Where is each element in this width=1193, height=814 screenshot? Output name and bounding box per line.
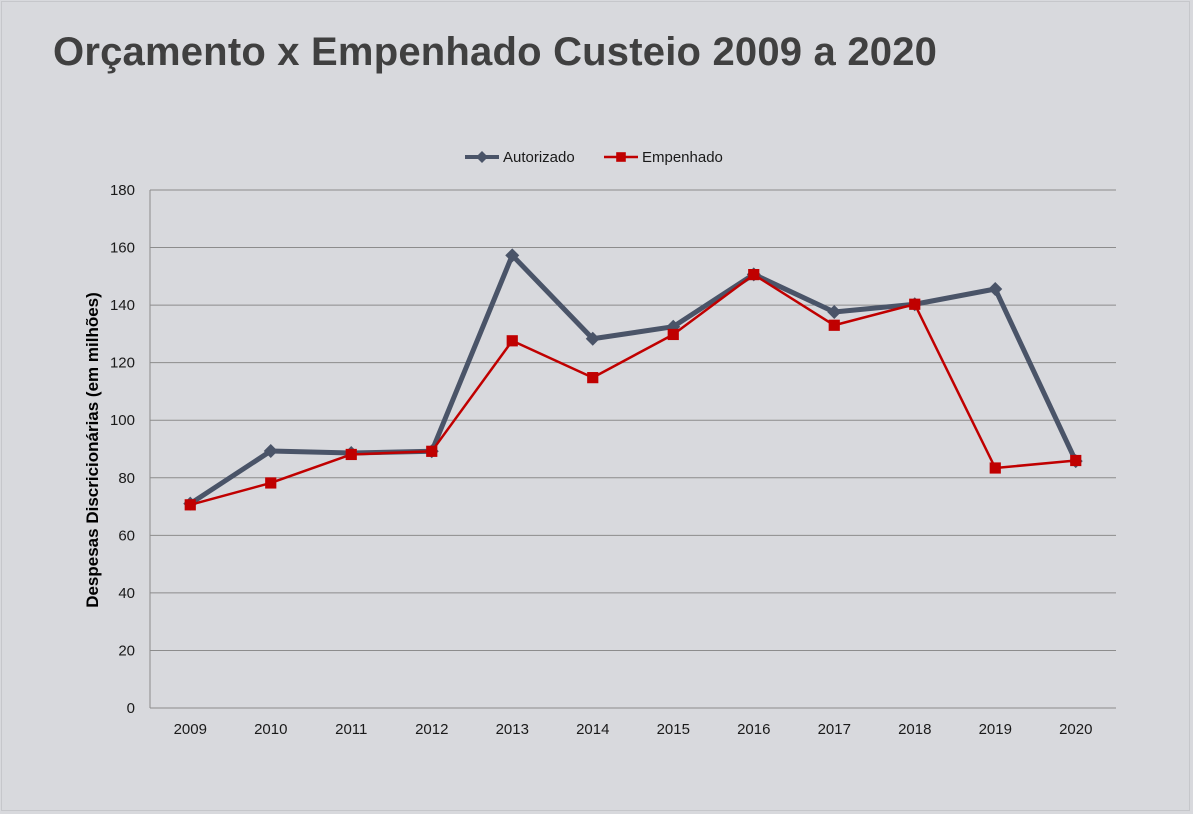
- y-tick-label: 0: [127, 700, 135, 717]
- legend: Autorizado Empenhado: [465, 149, 723, 166]
- data-point: [667, 328, 679, 341]
- y-tick-label: 140: [110, 297, 135, 314]
- y-tick-label: 60: [118, 527, 135, 544]
- y-tick-label: 120: [110, 355, 135, 372]
- data-point: [748, 269, 760, 281]
- legend-item: Empenhado: [604, 149, 723, 166]
- y-tick-label: 80: [118, 470, 135, 487]
- data-point: [988, 281, 1003, 296]
- x-tick-label: 2016: [737, 721, 770, 738]
- y-tick-label: 40: [118, 585, 135, 602]
- legend-label: Autorizado: [503, 149, 575, 166]
- series-line: [188, 252, 1079, 506]
- y-axis-label: Despesas Discricionárias (em milhões): [83, 292, 102, 608]
- y-tick-label: 20: [118, 642, 135, 659]
- data-point: [585, 331, 600, 346]
- series-autorizado: [183, 248, 1083, 511]
- gridlines: [150, 189, 1116, 651]
- legend-item: Autorizado: [465, 149, 575, 166]
- x-tick-label: 2012: [415, 721, 448, 738]
- data-point: [263, 444, 278, 459]
- legend-swatch-marker: [476, 151, 488, 163]
- x-tick-label: 2013: [496, 721, 529, 738]
- x-tick-label: 2009: [174, 721, 207, 738]
- data-point: [426, 445, 438, 457]
- x-tick-label: 2019: [979, 721, 1012, 738]
- x-tick-label: 2014: [576, 721, 609, 738]
- data-point: [828, 319, 840, 331]
- data-point: [506, 335, 518, 347]
- x-tick-label: 2010: [254, 721, 287, 738]
- page-title: Orçamento x Empenhado Custeio 2009 a 202…: [53, 30, 938, 74]
- y-tick-label: 160: [110, 240, 135, 257]
- x-tick-label: 2015: [657, 721, 690, 738]
- data-point: [909, 298, 921, 310]
- series-empenhado: [184, 269, 1082, 511]
- data-point: [184, 499, 196, 511]
- x-tick-label: 2011: [335, 721, 367, 738]
- data-point: [1070, 454, 1082, 467]
- y-tick-label: 180: [110, 182, 135, 199]
- x-tick-label: 2020: [1059, 721, 1092, 738]
- data-point: [265, 477, 277, 489]
- legend-label: Empenhado: [642, 149, 723, 166]
- data-point: [587, 372, 599, 384]
- y-tick-label: 100: [110, 412, 135, 429]
- x-tick-label: 2018: [898, 721, 931, 738]
- y-axis: 0 20 40 60 80 100 120 140 160 180: [110, 182, 135, 717]
- data-point: [345, 448, 357, 461]
- series-line: [189, 273, 1076, 507]
- data-point: [989, 462, 1001, 474]
- data-point: [827, 305, 842, 320]
- legend-swatch-marker: [616, 152, 626, 162]
- data-point: [505, 248, 520, 263]
- x-tick-label: 2017: [818, 721, 851, 738]
- x-axis: 2009 2010 2011 2012 2013 2014 2015 2016 2017 2018…: [174, 721, 1093, 738]
